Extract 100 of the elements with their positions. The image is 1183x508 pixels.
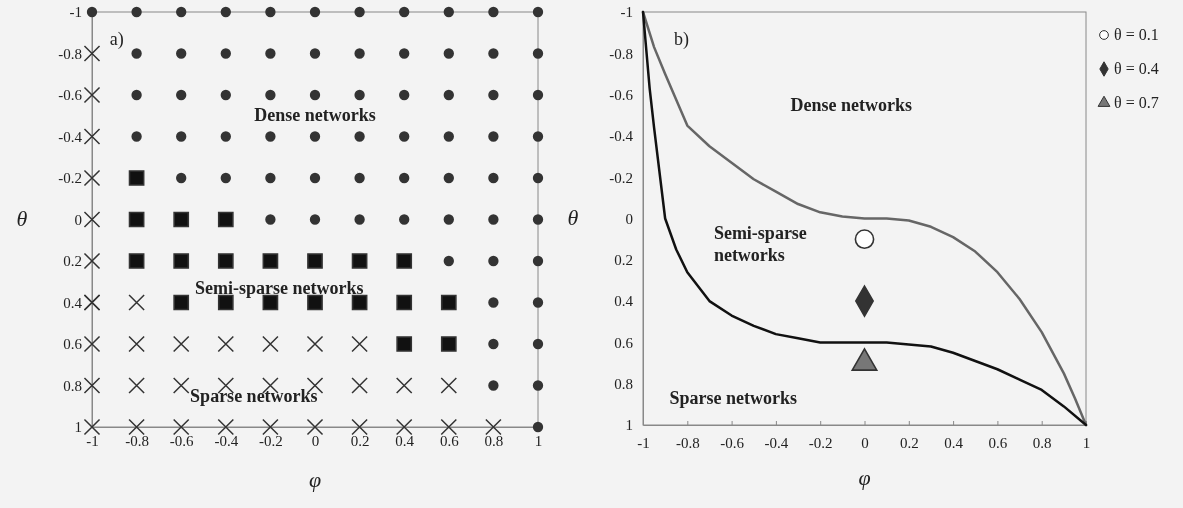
x-tick-label: 0.8 [484, 432, 504, 449]
annotation: Sparse networks [190, 386, 318, 407]
point [440, 418, 458, 436]
point [83, 377, 101, 394]
point [396, 253, 413, 269]
x-tick-label: 1 [534, 432, 543, 449]
x-tick-label: -0.8 [675, 434, 700, 451]
point [83, 252, 101, 270]
x-axis-title: φ [858, 465, 871, 490]
point [83, 418, 101, 436]
y-tick-label: 1 [625, 417, 633, 434]
point [440, 294, 457, 311]
point [128, 377, 145, 394]
x-tick-label: -0.6 [169, 432, 195, 449]
point [173, 253, 190, 269]
y-tick-label: 0.6 [614, 334, 634, 351]
x-tick-label: -0.6 [720, 434, 745, 451]
x-tick-label: 1 [1082, 434, 1091, 451]
point [83, 211, 101, 228]
x-tick-label: -1 [637, 434, 650, 451]
y-tick-label: -0.6 [58, 87, 83, 104]
point [395, 418, 413, 436]
point [306, 418, 324, 436]
point [172, 377, 190, 394]
point [396, 294, 413, 311]
point [307, 253, 323, 269]
point [217, 335, 235, 353]
annotation: b) [674, 29, 690, 51]
x-tick-label: -1 [86, 432, 99, 449]
y-tick-label: -0.2 [609, 169, 633, 186]
point [128, 294, 145, 311]
point [83, 169, 101, 187]
y-tick-label: -0.4 [58, 128, 83, 145]
x-tick-label: 0.4 [944, 434, 964, 451]
y-tick-label: -0.2 [58, 170, 82, 187]
point [128, 211, 145, 228]
point [83, 335, 101, 353]
y-tick-label: 0.8 [614, 376, 633, 392]
annotation: Semi-sparse networks [195, 278, 364, 299]
y-tick-label: 0.2 [614, 252, 633, 269]
point [351, 418, 368, 436]
point [351, 377, 368, 394]
x-tick-label: 0 [311, 432, 320, 449]
point [173, 294, 190, 311]
x-tick-label: -0.2 [259, 432, 283, 449]
point [83, 128, 101, 145]
point [262, 253, 279, 269]
point [217, 253, 234, 269]
point [83, 86, 101, 104]
y-tick-label: 0.2 [63, 253, 82, 270]
y-tick-label: 0.6 [63, 336, 83, 353]
point [440, 377, 458, 394]
y-tick-label: 0 [625, 210, 633, 227]
point [306, 335, 324, 353]
annotation: Dense networks [790, 95, 912, 116]
point [128, 253, 145, 269]
x-tick-label: 0.6 [988, 434, 1008, 451]
y-axis-title: θ [567, 204, 579, 230]
point [262, 335, 279, 353]
y-tick-label: -1 [620, 4, 633, 21]
x-tick-label: 0.2 [350, 432, 370, 449]
x-tick-label: -0.4 [214, 432, 239, 449]
x-tick-label: 0.4 [395, 432, 415, 449]
y-tick-label: -0.4 [609, 128, 634, 145]
y-tick-label: -0.8 [58, 45, 82, 62]
point [351, 335, 368, 353]
point [217, 211, 234, 228]
y-tick-label: -0.6 [609, 86, 634, 103]
point [172, 418, 190, 436]
point [307, 294, 323, 311]
annotation: Semi-sparse networks [713, 223, 807, 266]
legend-label: θ = 0.7 [1114, 94, 1159, 111]
y-tick-label: 0.4 [614, 293, 634, 310]
y-tick-label: 1 [74, 419, 82, 436]
y-tick-label: -1 [69, 4, 82, 21]
x-tick-label: -0.4 [764, 434, 789, 451]
point [396, 336, 413, 352]
annotation: a) [109, 29, 124, 51]
point [351, 253, 368, 269]
y-tick-label: 0.4 [63, 294, 83, 311]
point [395, 377, 413, 394]
point [440, 336, 457, 352]
point [83, 45, 101, 62]
y-tick-label: 0.8 [63, 377, 82, 394]
line-series [641, 10, 1088, 427]
point [485, 418, 502, 436]
point [128, 335, 145, 353]
x-tick-label: 0.6 [439, 432, 460, 449]
annotation: Dense networks [254, 104, 376, 125]
y-tick-label: 0 [74, 211, 82, 228]
x-tick-label: 0 [861, 434, 869, 451]
point [173, 211, 190, 228]
point [217, 418, 235, 436]
x-tick-label: -0.2 [808, 434, 833, 451]
point [262, 418, 279, 436]
x-tick-label: -0.8 [125, 432, 149, 449]
annotation: Sparse networks [669, 388, 798, 409]
point [351, 294, 368, 311]
point [128, 418, 145, 436]
y-axis-title: θ [16, 205, 28, 231]
